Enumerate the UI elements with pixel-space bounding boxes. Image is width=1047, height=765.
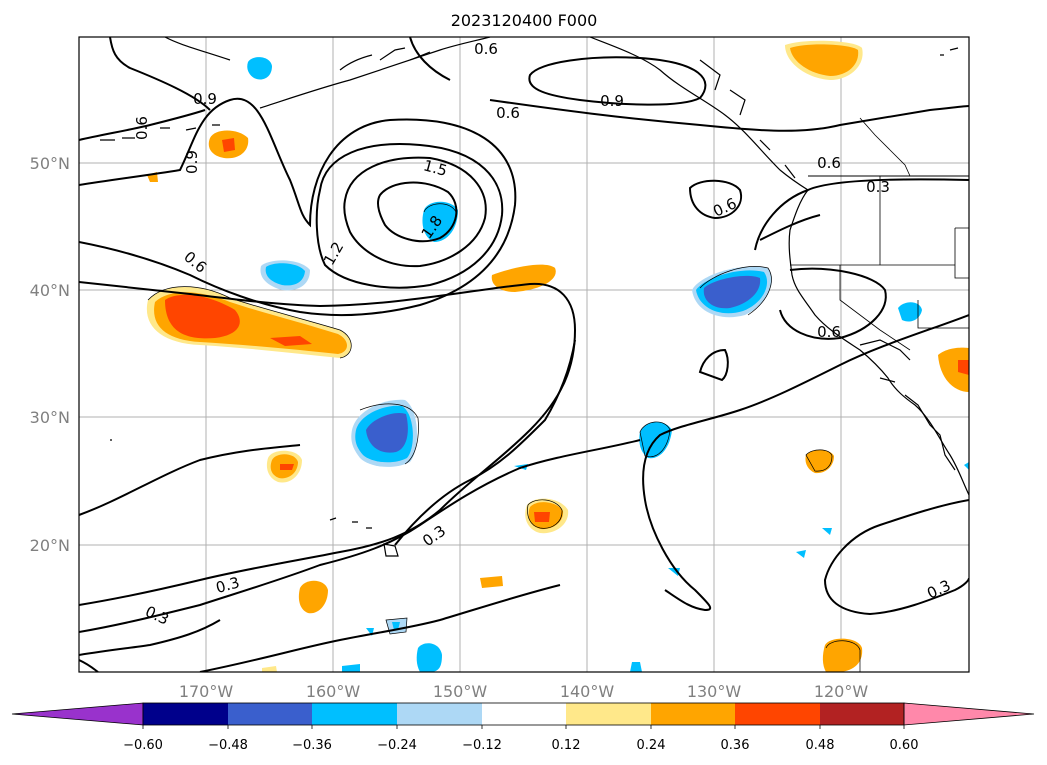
anomaly-negative	[342, 664, 360, 672]
anomaly-negative	[630, 662, 642, 672]
contour-label: 0.3	[214, 573, 242, 597]
anomaly-core	[534, 512, 550, 522]
anomaly-shading	[146, 40, 969, 672]
colorbar-bin	[820, 703, 904, 725]
colorbar-bin	[735, 703, 820, 725]
lat-labels: 50°N 40°N 30°N 20°N	[30, 154, 70, 555]
lat-label-30n: 30°N	[30, 408, 70, 427]
anomaly-negative	[822, 528, 832, 535]
anomaly-core	[222, 138, 235, 152]
colorbar-tick-label: 0.48	[806, 738, 835, 753]
lon-label-170w: 170°W	[179, 682, 234, 701]
colorbar-tick-label: −0.36	[292, 738, 332, 753]
anomaly-core	[270, 336, 312, 346]
colorbar-bin	[397, 703, 482, 725]
colorbar-bin	[566, 703, 651, 725]
colorbar-tick-label: 0.60	[890, 738, 919, 753]
lat-label-40n: 40°N	[30, 281, 70, 300]
anomaly-negative	[416, 643, 442, 672]
anomaly-core-negative	[703, 275, 761, 309]
lon-label-120w: 120°W	[814, 682, 869, 701]
colorbar-tick-label: −0.24	[377, 738, 417, 753]
contour-label: 0.6	[817, 154, 841, 172]
colorbar-bin	[651, 703, 735, 725]
anomaly-core	[958, 360, 969, 375]
anomaly-positive	[938, 347, 969, 392]
contour-label: 0.6	[474, 40, 498, 58]
contour-label: 0.3	[866, 178, 890, 196]
colorbar-bin	[228, 703, 312, 725]
colorbar-bin	[482, 703, 566, 725]
colorbar-tick-label: 0.12	[552, 738, 581, 753]
anomaly-core	[280, 464, 294, 470]
colorbar-tick-label: −0.48	[208, 738, 248, 753]
anomaly-core	[165, 294, 240, 339]
anomaly-positive	[480, 576, 503, 588]
anomaly-negative	[265, 263, 305, 286]
contour-label: 0.9	[600, 92, 624, 110]
anomaly-negative	[796, 550, 806, 558]
contour-label: 0.6	[817, 323, 841, 341]
colorbar-tick-label: −0.60	[123, 738, 163, 753]
colorbar-bin	[143, 703, 228, 725]
contour-label: 0.9	[193, 90, 217, 108]
anomaly-positive	[491, 264, 556, 292]
anomaly-negative	[898, 302, 922, 322]
contour-label: 0.6	[496, 104, 520, 122]
colorbar: −0.60 −0.48 −0.36 −0.24 −0.12 0.12 0.24 …	[11, 702, 1035, 753]
lon-label-140w: 140°W	[560, 682, 615, 701]
anomaly-positive	[790, 44, 859, 76]
contour-lines	[79, 37, 969, 672]
contour-label: 1.5	[421, 156, 449, 180]
colorbar-under-arrow	[11, 702, 144, 726]
colorbar-frame	[142, 702, 905, 726]
lat-label-50n: 50°N	[30, 154, 70, 173]
lon-label-150w: 150°W	[433, 682, 488, 701]
map-title: 2023120400 F000	[451, 11, 598, 30]
lat-label-20n: 20°N	[30, 536, 70, 555]
anomaly-negative	[964, 462, 969, 470]
colorbar-tick-label: 0.36	[721, 738, 750, 753]
coastlines	[100, 37, 969, 557]
contour-label: 0.9	[183, 150, 201, 174]
anomaly-positive	[262, 666, 277, 672]
contour-label: 0.6	[133, 116, 151, 140]
map-frame	[78, 36, 970, 673]
colorbar-bin	[312, 703, 397, 725]
anomaly-negative	[247, 57, 272, 80]
anomaly-positive	[822, 638, 863, 672]
lon-label-130w: 130°W	[687, 682, 742, 701]
anomaly-core-negative	[366, 412, 408, 453]
anomaly-positive	[298, 580, 328, 614]
colorbar-tick-label: −0.12	[462, 738, 502, 753]
colorbar-tick-label: 0.24	[637, 738, 666, 753]
anomaly-negative	[392, 622, 400, 630]
colorbar-over-arrow	[903, 702, 1035, 726]
lon-labels: 170°W 160°W 150°W 140°W 130°W 120°W	[179, 682, 869, 701]
lon-label-160w: 160°W	[306, 682, 361, 701]
